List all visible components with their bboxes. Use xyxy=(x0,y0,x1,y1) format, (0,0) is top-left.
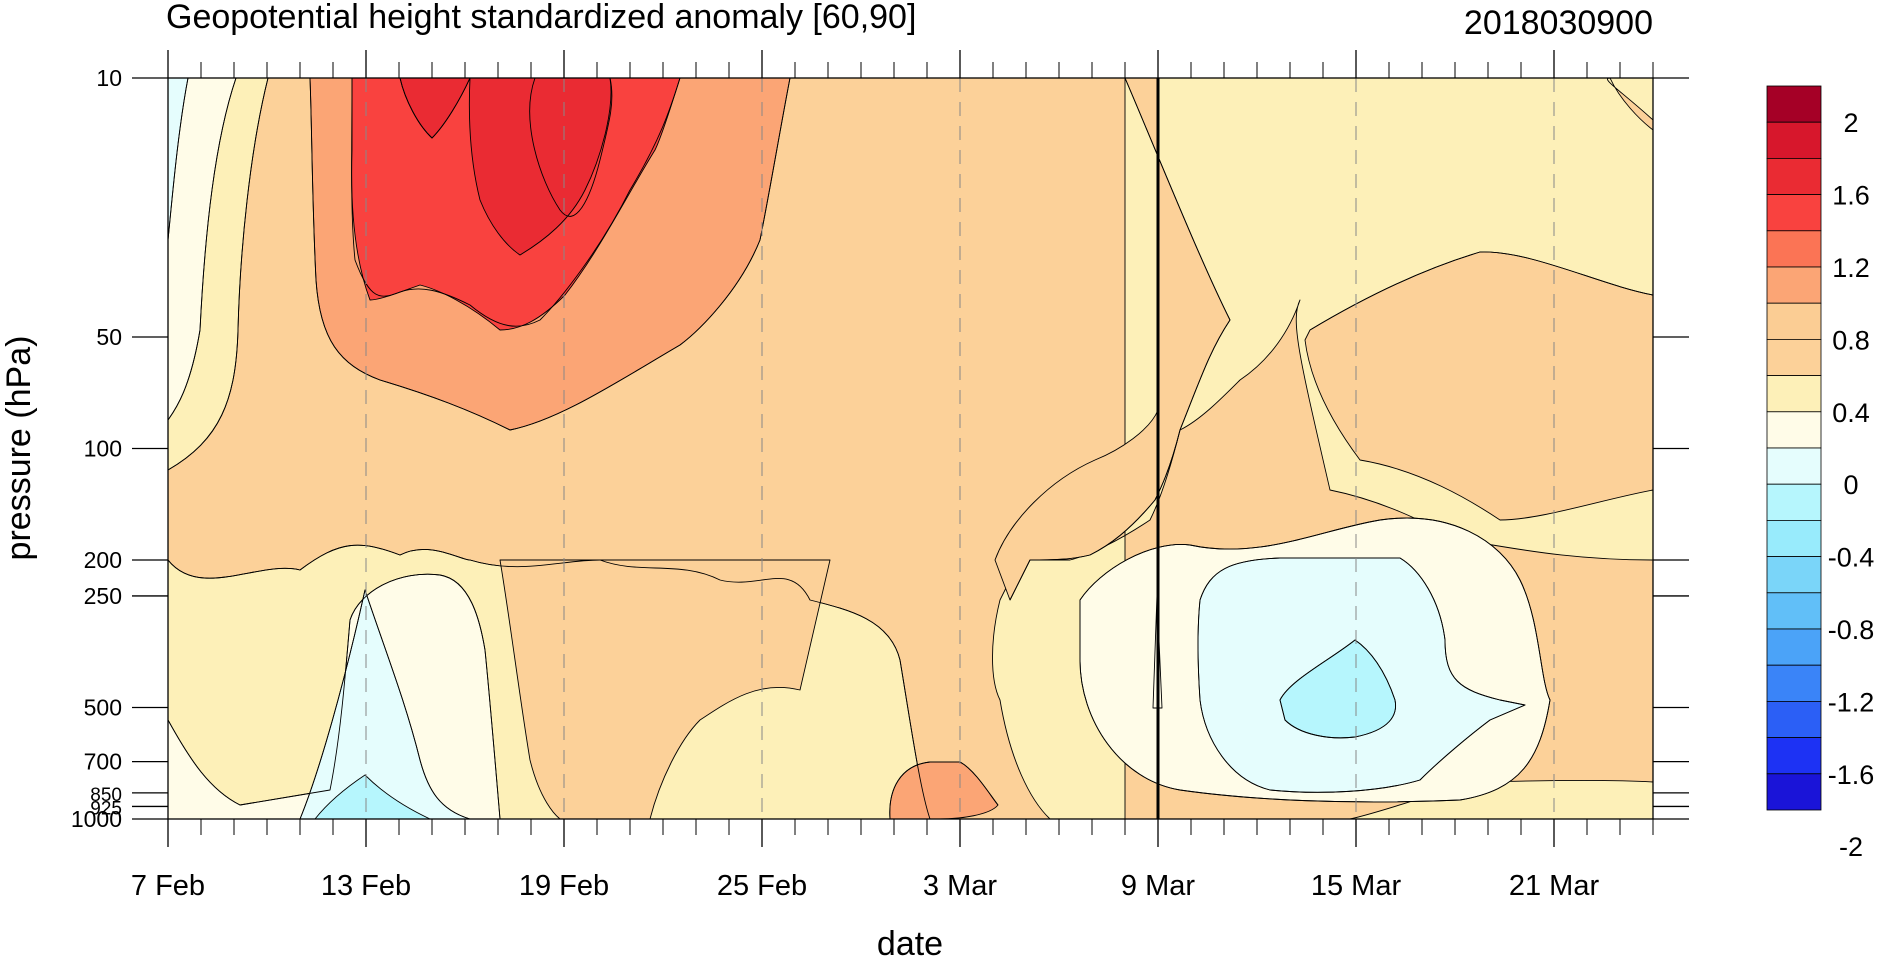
y-tick-label: 250 xyxy=(84,583,122,609)
colorbar-swatch xyxy=(1766,338,1822,376)
y-tick-label: 500 xyxy=(84,694,122,720)
colorbar-swatch xyxy=(1766,592,1822,630)
colorbar-swatch xyxy=(1766,556,1822,594)
colorbar-label: 1.6 xyxy=(1832,181,1870,211)
fill-region-neg0.8-neg0.4 xyxy=(314,774,431,819)
colorbar-swatch xyxy=(1766,194,1822,232)
colorbar-swatch xyxy=(1766,375,1822,413)
colorbar-swatch xyxy=(1766,230,1822,268)
axes: 7 Feb 13 Feb 19 Feb 25 Feb 3 Mar 9 Mar 15 Mar 2… xyxy=(71,50,1689,902)
colorbar-swatch xyxy=(1766,157,1822,195)
x-tick-label: 15 Mar xyxy=(1311,870,1402,902)
fill-region-1.6-2.0 xyxy=(468,78,612,256)
x-tick-label: 7 Feb xyxy=(131,870,205,902)
y-tick-label: 925 xyxy=(90,798,122,819)
y-tick-label: 10 xyxy=(96,65,122,91)
x-tick-label: 21 Mar xyxy=(1509,870,1600,902)
colorbar-swatch xyxy=(1766,302,1822,340)
x-tick-label: 3 Mar xyxy=(923,870,997,902)
colorbar-label: -2 xyxy=(1839,832,1863,862)
colorbar-swatch xyxy=(1766,411,1822,449)
colorbar-swatch xyxy=(1766,773,1822,811)
colorbar-swatch xyxy=(1766,483,1822,521)
colorbar-swatch xyxy=(1766,85,1822,123)
y-axis-label: pressure (hPa) xyxy=(0,336,38,561)
y-tick-label: 100 xyxy=(84,436,122,462)
colorbar-swatch xyxy=(1766,266,1822,304)
fill-region-0.4-0.8-strip xyxy=(499,559,831,819)
colorbar-label: -0.8 xyxy=(1828,615,1875,645)
plot-frame xyxy=(167,77,1654,820)
x-tick-label: 13 Feb xyxy=(321,870,411,902)
colorbar: 2 1.6 1.2 0.8 0.4 0 -0.4 -0.8 -1.2 -1.6 -2 xyxy=(1766,85,1875,862)
y-tick-label: 850 xyxy=(90,785,122,806)
colorbar-swatch xyxy=(1766,121,1822,159)
y-tick-label: 700 xyxy=(84,749,122,775)
x-tick-label: 19 Feb xyxy=(519,870,609,902)
colorbar-label: 1.2 xyxy=(1832,253,1870,283)
colorbar-label: -1.2 xyxy=(1828,687,1875,717)
colorbar-label: -1.6 xyxy=(1828,760,1875,790)
colorbar-label: 2 xyxy=(1843,108,1858,138)
colorbar-swatch xyxy=(1766,664,1822,702)
colorbar-label: -0.4 xyxy=(1828,543,1875,573)
colorbar-swatch xyxy=(1766,447,1822,485)
colorbar-label: 0 xyxy=(1843,470,1858,500)
y-tick-label: 50 xyxy=(96,324,122,350)
x-tick-label: 25 Feb xyxy=(717,870,807,902)
colorbar-swatch xyxy=(1766,737,1822,775)
colorbar-swatch xyxy=(1766,701,1822,739)
chart-title: Geopotential height standardized anomaly… xyxy=(166,0,916,36)
y-tick-label: 1000 xyxy=(71,806,122,832)
init-date-label: 2018030900 xyxy=(1464,4,1653,42)
colorbar-label: 0.4 xyxy=(1832,398,1870,428)
colorbar-swatch xyxy=(1766,628,1822,666)
contour-lines xyxy=(168,78,1653,819)
x-tick-label: 9 Mar xyxy=(1121,870,1195,902)
y-tick-label: 200 xyxy=(84,547,122,573)
contour-field xyxy=(168,78,1653,819)
colorbar-label: 0.8 xyxy=(1832,325,1870,355)
x-axis-label: date xyxy=(877,925,943,963)
colorbar-swatch xyxy=(1766,520,1822,558)
